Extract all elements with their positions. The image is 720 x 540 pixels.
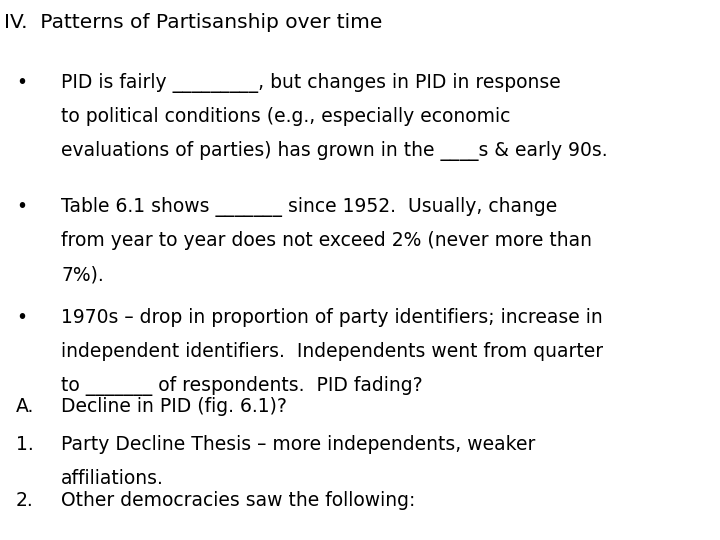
Text: evaluations of parties) has grown in the ____s & early 90s.: evaluations of parties) has grown in the… — [61, 141, 608, 161]
Text: Other democracies saw the following:: Other democracies saw the following: — [61, 491, 415, 510]
Text: from year to year does not exceed 2% (never more than: from year to year does not exceed 2% (ne… — [61, 231, 593, 250]
Text: •: • — [16, 73, 27, 92]
Text: to political conditions (e.g., especially economic: to political conditions (e.g., especiall… — [61, 107, 510, 126]
Text: Party Decline Thesis – more independents, weaker: Party Decline Thesis – more independents… — [61, 435, 536, 454]
Text: affiliations.: affiliations. — [61, 469, 164, 488]
Text: •: • — [16, 197, 27, 216]
Text: Table 6.1 shows _______ since 1952.  Usually, change: Table 6.1 shows _______ since 1952. Usua… — [61, 197, 557, 217]
Text: A.: A. — [16, 397, 35, 416]
Text: 2.: 2. — [16, 491, 34, 510]
Text: 1.: 1. — [16, 435, 34, 454]
Text: 7%).: 7%). — [61, 265, 104, 284]
Text: •: • — [16, 308, 27, 327]
Text: 1970s – drop in proportion of party identifiers; increase in: 1970s – drop in proportion of party iden… — [61, 308, 603, 327]
Text: to _______ of respondents.  PID fading?: to _______ of respondents. PID fading? — [61, 376, 423, 396]
Text: PID is fairly _________, but changes in PID in response: PID is fairly _________, but changes in … — [61, 73, 561, 93]
Text: Decline in PID (fig. 6.1)?: Decline in PID (fig. 6.1)? — [61, 397, 287, 416]
Text: IV.  Patterns of Partisanship over time: IV. Patterns of Partisanship over time — [4, 14, 382, 32]
Text: independent identifiers.  Independents went from quarter: independent identifiers. Independents we… — [61, 342, 603, 361]
